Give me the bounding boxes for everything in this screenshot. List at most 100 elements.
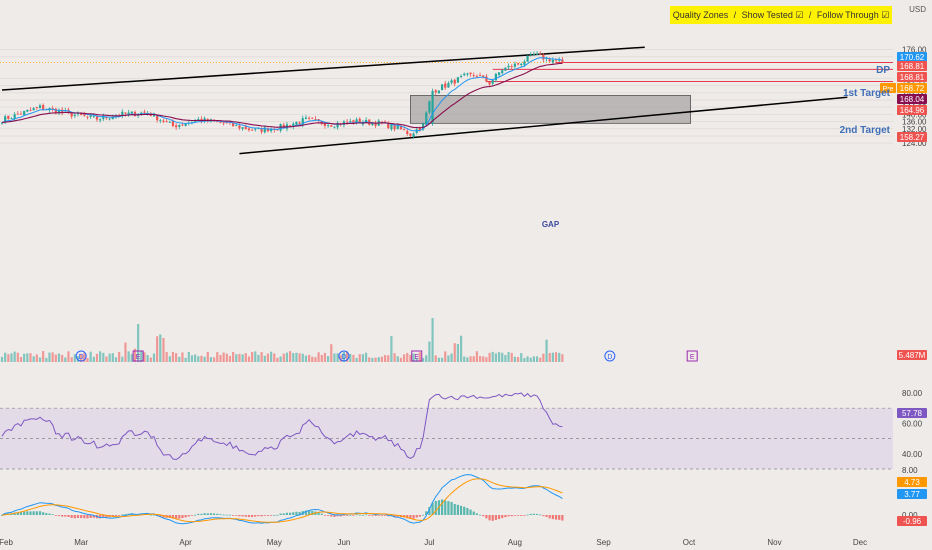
macd-histogram-bar — [561, 515, 564, 521]
candle-body — [130, 111, 133, 114]
candle-body — [390, 124, 393, 130]
candle-body — [444, 83, 447, 88]
candle-body — [364, 119, 368, 122]
macd-histogram-bar — [285, 512, 289, 515]
candle-body — [35, 107, 38, 108]
macd-histogram-bar — [383, 515, 387, 516]
candle-body — [127, 112, 130, 115]
volume-bar — [466, 357, 469, 362]
macd-histogram-bar — [510, 515, 513, 517]
macd-histogram-bar — [368, 515, 371, 516]
macd-tick-label: 8.00 — [902, 466, 918, 475]
price-levels — [0, 61, 893, 82]
candle-body — [54, 108, 57, 114]
candle-body — [513, 63, 516, 67]
volume-bar — [295, 352, 298, 362]
macd-histogram-bar — [482, 515, 485, 517]
volume-bar — [190, 355, 194, 362]
macd-histogram-bar — [491, 515, 494, 521]
volume-bar — [532, 356, 535, 362]
event-marker-label: E — [690, 354, 695, 361]
macd-histogram-bar — [355, 514, 358, 516]
candle-body — [478, 75, 482, 77]
macd-histogram-bar — [304, 510, 308, 515]
candle-body — [171, 121, 175, 126]
rsi-tick-label: 60.00 — [902, 419, 923, 428]
candle-body — [494, 73, 497, 81]
volume-bar — [409, 354, 412, 362]
candle-body — [345, 121, 349, 123]
dividend-marker — [75, 350, 87, 362]
candle-body — [184, 123, 187, 126]
macd-histogram-bar — [152, 514, 156, 516]
volume-bar — [213, 357, 216, 362]
macd-histogram-bar — [466, 508, 469, 515]
macd-badge-box — [897, 477, 927, 487]
candle-body — [19, 113, 23, 115]
macd-histogram-bar — [118, 515, 121, 516]
macd-histogram-bar — [257, 515, 260, 517]
volume-bar — [431, 318, 434, 362]
macd-histogram-bar — [431, 502, 434, 515]
macd-histogram-bar — [529, 513, 532, 515]
second-target-label: 2nd Target — [840, 125, 891, 136]
candle-body — [251, 129, 254, 131]
macd-histogram-bar — [54, 515, 57, 516]
candle-body — [295, 121, 298, 125]
macd-histogram-bar — [428, 507, 431, 515]
candle-body — [26, 109, 29, 112]
volume-bar — [358, 354, 361, 362]
macd-histogram-bar — [380, 515, 384, 516]
candle-body — [330, 125, 333, 127]
volume-bar — [64, 357, 67, 362]
candle-body — [235, 125, 238, 126]
volume-bar — [554, 352, 558, 362]
macd-histogram-bar — [61, 515, 64, 517]
volume-bar — [339, 355, 342, 362]
candle-body — [57, 110, 61, 114]
rsi-line — [1, 392, 563, 461]
time-tick-label: May — [267, 538, 282, 547]
macd-histogram-bar — [32, 511, 35, 515]
volume-bar — [95, 353, 99, 362]
candle-body — [431, 90, 434, 124]
earnings-marker — [686, 350, 698, 362]
time-tick-label: Jul — [424, 538, 434, 547]
legend-follow-through[interactable]: Follow Through ☑ — [816, 9, 890, 20]
volume-bar — [251, 351, 254, 362]
volume-bar — [73, 354, 76, 362]
price-badge-label: 168.72 — [900, 84, 925, 93]
volume-bar — [260, 352, 263, 362]
macd-histogram-bar — [507, 515, 510, 517]
candle-body — [216, 121, 219, 123]
volume-bar — [29, 353, 32, 362]
macd-histogram-bar — [444, 500, 447, 515]
time-tick-label: Jun — [337, 538, 350, 547]
macd-histogram-bar — [339, 515, 342, 517]
candle-body — [304, 117, 308, 119]
candle-body — [121, 111, 124, 116]
rsi-pane — [0, 392, 893, 470]
legend-quality-zones[interactable]: Quality Zones — [672, 10, 729, 20]
macd-histogram-bar — [29, 511, 32, 515]
volume-bar — [330, 344, 333, 362]
legend-show-tested[interactable]: Show Tested ☑ — [741, 9, 804, 20]
rsi-tick-label: 40.00 — [902, 450, 923, 459]
volume-bar — [83, 353, 86, 362]
candle-body — [73, 114, 76, 116]
volume-bar — [402, 354, 406, 362]
candle-body — [352, 120, 355, 124]
volume-bar — [197, 356, 200, 362]
macd-histogram-bar — [57, 515, 61, 516]
volume-bar — [516, 357, 520, 362]
dividend-marker — [604, 350, 616, 362]
volume-bar — [105, 356, 108, 362]
candle-body — [29, 109, 32, 111]
price-badge-box — [897, 132, 927, 142]
candle-body — [529, 53, 532, 55]
candle-body — [178, 125, 181, 127]
candle-body — [482, 75, 485, 77]
macd-histogram-bar — [76, 515, 80, 518]
indicator-legend[interactable]: Quality Zones / Show Tested ☑ / Follow T… — [670, 6, 892, 24]
